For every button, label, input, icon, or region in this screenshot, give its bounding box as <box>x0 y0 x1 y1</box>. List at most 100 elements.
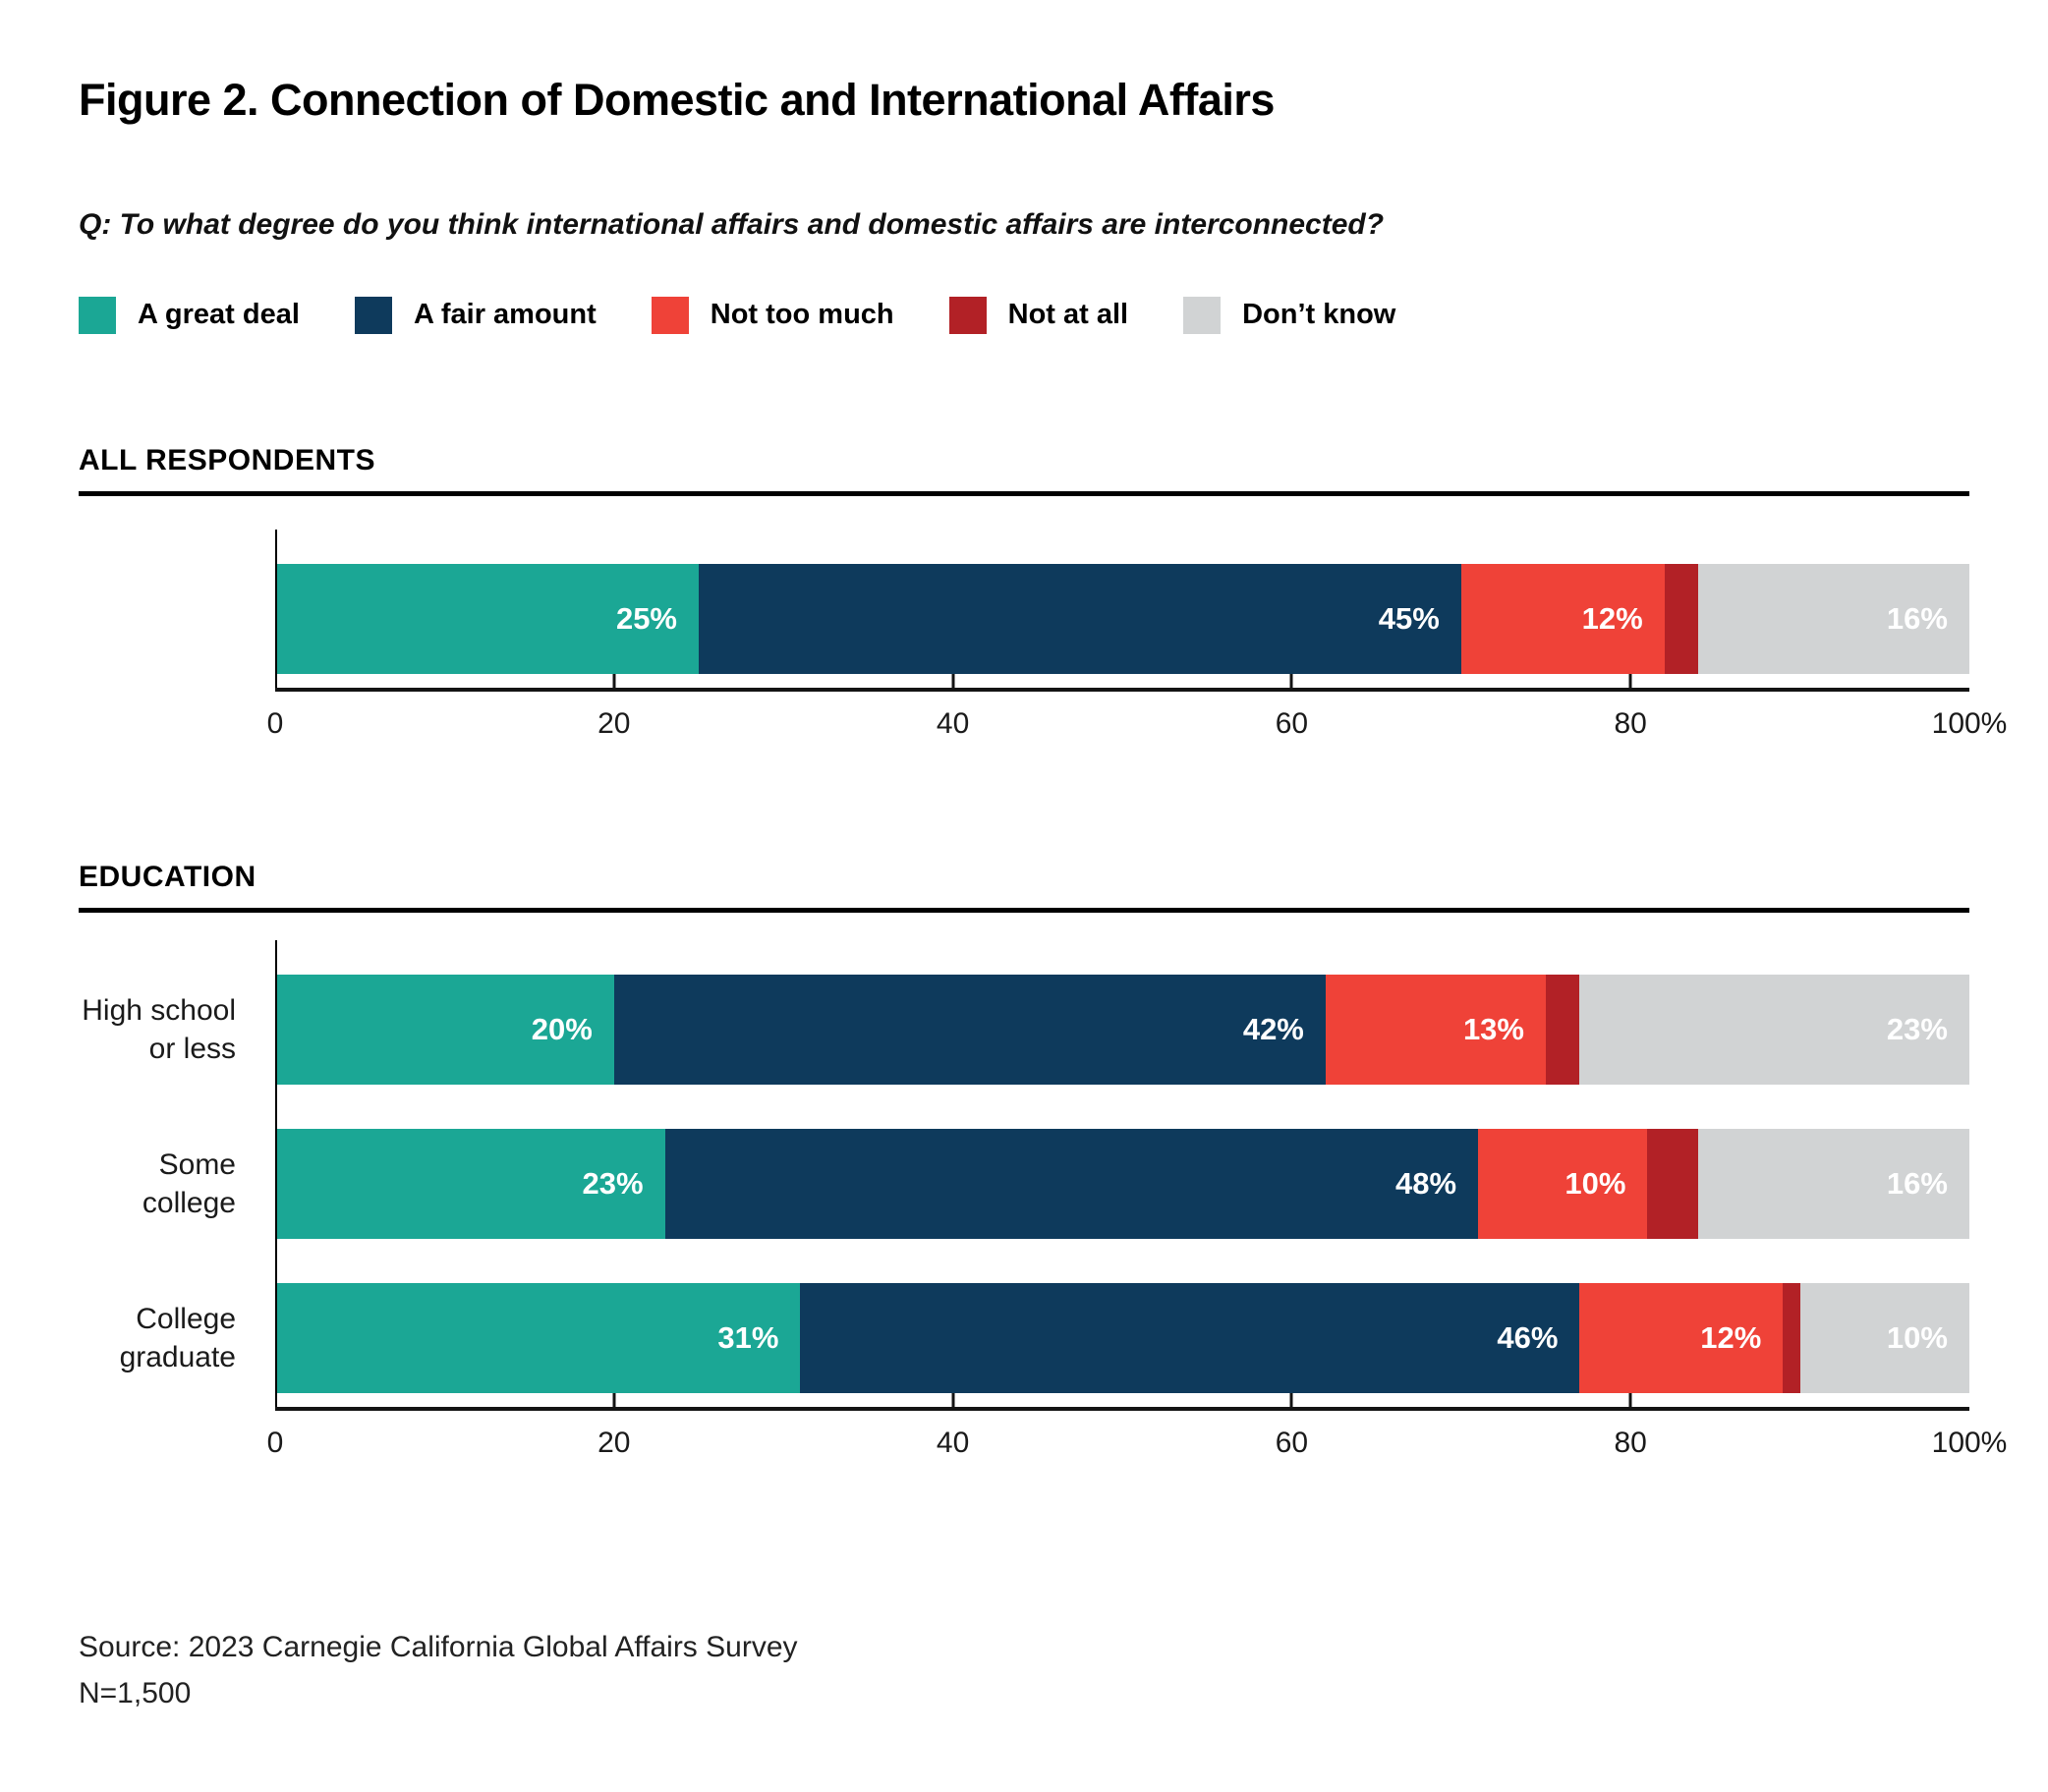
bar-segment-a-fair-amount: 48% <box>664 1128 1479 1239</box>
y-axis-line <box>275 529 277 692</box>
bar-segment-a-great-deal: 25% <box>275 563 699 674</box>
source-note: Source: 2023 Carnegie California Global … <box>79 1629 1969 1712</box>
row-label: College graduate <box>119 1302 236 1373</box>
bar-segment-a-fair-amount: 42% <box>613 974 1326 1085</box>
axis-tick <box>951 673 955 688</box>
section-education: EDUCATION High school or less 20% 42% 13% 23%… <box>79 860 2008 1464</box>
bar-segment-a-fair-amount: 46% <box>800 1282 1580 1393</box>
stacked-bar: 23% 48% 10% 16% <box>275 1128 1969 1239</box>
chart-plot-education: High school or less 20% 42% 13% 23% Some colle… <box>79 939 1969 1411</box>
bar-rows: High school or less 20% 42% 13% 23% Some colle… <box>79 974 1969 1393</box>
bar-segment-not-at-all <box>1783 1282 1800 1393</box>
row-label <box>79 564 275 674</box>
legend-item-not-too-much: Not too much <box>651 296 894 334</box>
bar-value-label: 25% <box>615 600 677 636</box>
bar-segment-not-too-much: 13% <box>1325 974 1546 1085</box>
y-axis-line <box>275 939 277 1411</box>
bar-segment-a-fair-amount: 45% <box>699 563 1461 674</box>
question-text: Q: To what degree do you think internati… <box>79 207 1385 241</box>
legend-item-don-t-know: Don’t know <box>1183 296 1396 334</box>
bar-row: Some college 23% 48% 10% 16% <box>79 1128 1969 1239</box>
bar-value-label: 48% <box>1394 1165 1457 1201</box>
sample-size-note: N=1,500 <box>79 1677 192 1710</box>
legend-label: A fair amount <box>413 299 597 331</box>
bar-value-label: 46% <box>1497 1319 1559 1355</box>
x-tick-labels: 0 20 40 60 80 100% <box>267 1426 2008 1464</box>
bar-segment-not-too-much: 10% <box>1478 1128 1648 1239</box>
bar-value-label: 45% <box>1378 600 1440 636</box>
x-tick-label: 100% <box>1931 706 2008 740</box>
axis-tick <box>612 673 616 688</box>
section-all-respondents: ALL RESPONDENTS 25% 45% 12% 16% 0 20 40 60 80 10… <box>79 443 2008 745</box>
x-axis-line <box>275 673 1969 692</box>
axis-tick <box>1289 1392 1293 1407</box>
x-tick-label: 0 <box>266 706 284 740</box>
axis-tick <box>1628 673 1632 688</box>
legend-item-a-great-deal: A great deal <box>79 296 300 334</box>
section-rule <box>79 490 1969 496</box>
axis-tick <box>1289 673 1293 688</box>
row-label: Some college <box>142 1148 236 1219</box>
bar-segment-a-great-deal: 20% <box>275 974 614 1085</box>
x-tick-label: 80 <box>1614 1426 1647 1459</box>
legend: A great deal A fair amount Not too much Not… <box>79 296 1969 334</box>
bar-value-label: 10% <box>1564 1165 1626 1201</box>
x-tick-label: 20 <box>597 1426 631 1459</box>
x-axis-line <box>275 1392 1969 1411</box>
legend-swatch-don-t-know <box>1183 296 1222 334</box>
axis-tick <box>1628 1392 1632 1407</box>
bar-row: High school or less 20% 42% 13% 23% <box>79 974 1969 1085</box>
bar-segment-not-at-all <box>1664 563 1699 674</box>
section-heading: EDUCATION <box>79 860 256 893</box>
bar-segment-not-too-much: 12% <box>1460 563 1665 674</box>
axis-tick <box>612 1392 616 1407</box>
bar-segment-a-great-deal: 23% <box>275 1128 665 1239</box>
x-tick-label: 40 <box>936 1426 970 1459</box>
bar-row: College graduate 31% 46% 12% 10% <box>79 1282 1969 1393</box>
x-tick-label: 0 <box>266 1426 284 1459</box>
bar-segment-a-great-deal: 31% <box>275 1282 801 1393</box>
bar-row: 25% 45% 12% 16% <box>79 563 1969 674</box>
x-tick-label: 60 <box>1275 706 1309 740</box>
legend-label: Not too much <box>710 299 894 331</box>
stacked-bar: 25% 45% 12% 16% <box>275 563 1969 674</box>
legend-swatch-a-fair-amount <box>354 296 392 334</box>
legend-item-a-fair-amount: A fair amount <box>354 296 597 334</box>
legend-label: A great deal <box>138 299 300 331</box>
figure-title: Figure 2. Connection of Domestic and Int… <box>79 75 1275 125</box>
stacked-bar: 31% 46% 12% 10% <box>275 1282 1969 1393</box>
bar-value-label: 12% <box>1700 1319 1762 1355</box>
legend-item-not-at-all: Not at all <box>948 296 1129 334</box>
x-tick-label: 60 <box>1275 1426 1309 1459</box>
bar-segment-not-at-all <box>1545 974 1580 1085</box>
bar-segment-not-too-much: 12% <box>1579 1282 1784 1393</box>
x-tick-labels: 0 20 40 60 80 100% <box>267 706 2008 745</box>
bar-segment-don-t-know: 23% <box>1579 974 1969 1085</box>
stacked-bar: 20% 42% 13% 23% <box>275 974 1969 1085</box>
bar-value-label: 31% <box>717 1319 779 1355</box>
bar-value-label: 42% <box>1242 1011 1304 1046</box>
section-heading: ALL RESPONDENTS <box>79 443 375 476</box>
source-text: Source: 2023 Carnegie California Global … <box>79 1630 798 1663</box>
bar-value-label: 16% <box>1886 1165 1948 1201</box>
chart-plot-all-respondents: 25% 45% 12% 16% <box>79 529 1969 692</box>
axis-tick <box>951 1392 955 1407</box>
legend-swatch-a-great-deal <box>79 296 116 334</box>
bar-segment-don-t-know: 16% <box>1698 563 1969 674</box>
bar-value-label: 10% <box>1886 1319 1948 1355</box>
bar-rows: 25% 45% 12% 16% <box>79 563 1969 674</box>
bar-value-label: 13% <box>1462 1011 1524 1046</box>
x-tick-label: 20 <box>597 706 631 740</box>
row-label: High school or less <box>82 993 236 1065</box>
bar-value-label: 23% <box>1886 1011 1948 1046</box>
bar-value-label: 12% <box>1581 600 1643 636</box>
legend-swatch-not-too-much <box>651 296 689 334</box>
bar-segment-don-t-know: 10% <box>1799 1282 1969 1393</box>
x-tick-label: 80 <box>1614 706 1647 740</box>
legend-label: Not at all <box>1007 299 1129 331</box>
legend-label: Don’t know <box>1242 299 1396 331</box>
legend-swatch-not-at-all <box>948 296 987 334</box>
bar-segment-don-t-know: 16% <box>1698 1128 1969 1239</box>
bar-value-label: 16% <box>1886 600 1948 636</box>
